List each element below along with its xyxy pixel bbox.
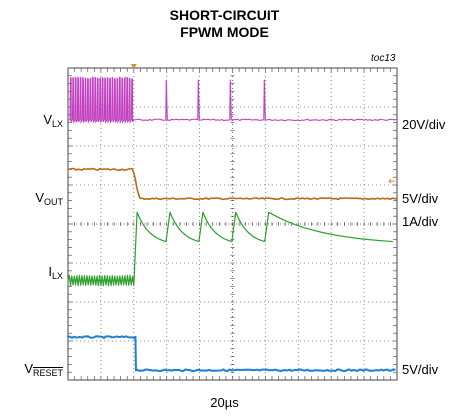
chart-title-line1: SHORT-CIRCUIT: [169, 7, 280, 23]
channel-label-subscript: OUT: [44, 196, 63, 207]
scale-label-vlx: 20V/div: [402, 116, 446, 132]
channel-label-main: V: [35, 189, 44, 205]
channel-label-main: V: [24, 361, 33, 377]
channel-label-vreset: VRESET: [24, 361, 63, 378]
chart-title-line2: FPWM MODE: [180, 24, 269, 40]
trigger-marker: [130, 64, 137, 69]
series-vlx: [67, 75, 398, 124]
channel-label-subscript: LX: [51, 270, 63, 281]
timebase-label: 20µs: [210, 395, 239, 410]
channel-label-subscript: LX: [51, 118, 63, 129]
scale-label-ilx: 1A/div: [402, 214, 439, 230]
channel-label-vout: VOUT: [35, 190, 63, 207]
scale-label-vreset: 5V/div: [402, 362, 439, 378]
series-vreset: [67, 335, 396, 373]
level-marker-head: [388, 178, 392, 184]
figure-id: toc13: [371, 53, 396, 64]
channel-label-subscript: RESET: [32, 368, 63, 379]
series-ilx: [67, 211, 394, 287]
channel-label-main: V: [43, 111, 52, 127]
channel-label-main: I: [48, 263, 52, 279]
series-vout: [67, 167, 397, 201]
channel-label-vlx: VLX: [43, 112, 63, 129]
channel-label-ilx: ILX: [48, 264, 63, 281]
scale-label-vout: 5V/div: [402, 190, 439, 206]
